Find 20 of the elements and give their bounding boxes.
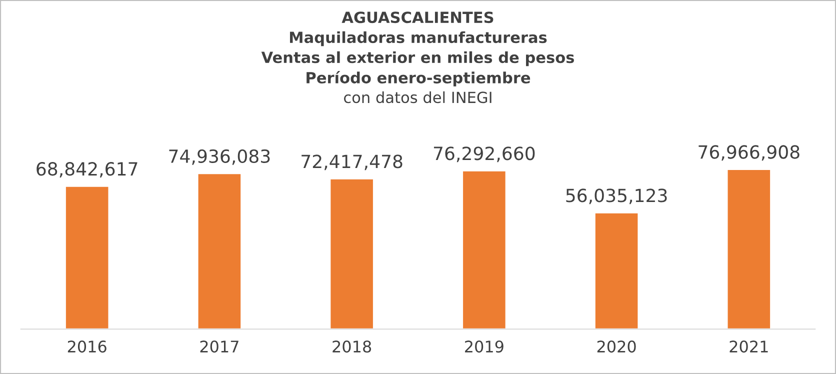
x-tick-label: 2019: [465, 340, 504, 353]
data-label: 74,936,083: [169, 149, 270, 165]
bar: [462, 170, 507, 330]
bar: [64, 185, 110, 330]
bar: [329, 178, 374, 330]
x-tick-label: 2020: [597, 340, 636, 353]
x-tick-label: 2017: [200, 340, 238, 353]
chart-title: AGUASCALIENTES: [342, 12, 494, 24]
x-tick-label: 2021: [730, 340, 768, 353]
data-label: 68,842,617: [36, 162, 138, 178]
data-label: 76,966,908: [698, 145, 800, 161]
bar: [726, 168, 772, 330]
x-tick-label: 2018: [332, 340, 372, 353]
bar: [594, 212, 640, 330]
data-label: 56,035,123: [566, 188, 667, 204]
x-tick-label: 2016: [68, 340, 106, 353]
data-label: 72,417,478: [302, 154, 402, 170]
bar: [196, 172, 242, 330]
text: con datos del INEGI: [344, 91, 492, 104]
data-label: 76,292,660: [434, 146, 535, 162]
